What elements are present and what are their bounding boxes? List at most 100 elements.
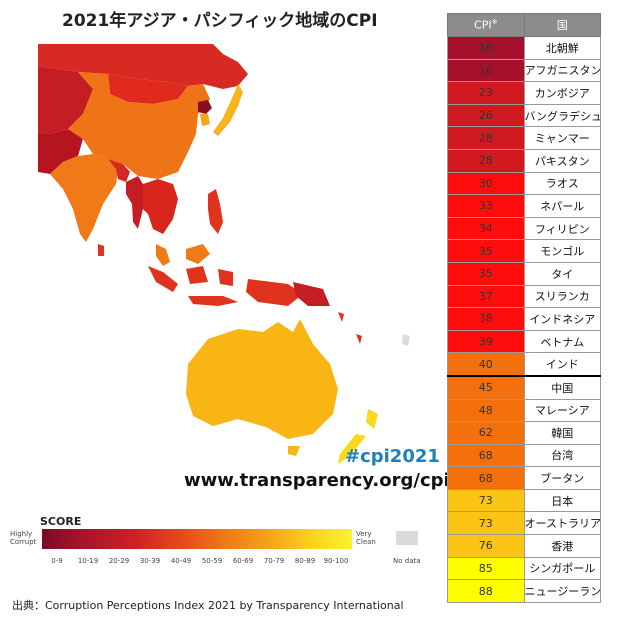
country-cell: 中国 (523, 374, 601, 400)
map-region-pakistan (38, 129, 83, 174)
country-cell: ミャンマー (523, 126, 601, 150)
legend-tick-label: 20-29 (108, 557, 130, 565)
map-region-new-zealand (338, 409, 378, 464)
table-row: 40 インド (447, 352, 601, 377)
legend-tick-label: 80-89 (294, 557, 316, 565)
cpi-score-cell: 85 (447, 556, 525, 581)
map-region-japan (213, 84, 243, 136)
cpi-score-cell: 16 (447, 36, 525, 60)
country-cell: スリランカ (523, 284, 601, 309)
table-row: 34 フィリピン (447, 216, 601, 241)
cpi-map (38, 44, 423, 512)
cpi-score-cell: 35 (447, 239, 525, 263)
map-region-russia (38, 44, 248, 89)
table-row: 35 タイ (447, 261, 601, 286)
map-region-south-korea (200, 114, 210, 126)
legend-tick-label: 40-49 (170, 557, 192, 565)
map-region-north-korea (198, 100, 212, 114)
legend-tick-label: 70-79 (263, 557, 285, 565)
country-cell: モンゴル (523, 239, 601, 263)
map-region-sri-lanka (98, 244, 104, 256)
table-row: 85 シンガポール (447, 556, 601, 581)
cpi-score-cell: 26 (447, 103, 525, 128)
cpi-score-cell: 35 (447, 261, 525, 286)
table-row: 16 アフガニスタン (447, 58, 601, 83)
website-label: www.transparency.org/cpi (184, 470, 450, 491)
country-cell: ブータン (523, 466, 601, 490)
legend-tick-label: 50-59 (201, 557, 223, 565)
country-cell: フィリピン (523, 216, 601, 241)
cpi-score-cell: 34 (447, 216, 525, 241)
table-row: 68 台湾 (447, 443, 601, 468)
legend-tick-label: 60-69 (232, 557, 254, 565)
header-cpi: CPI※ (447, 13, 525, 37)
country-cell: 北朝鮮 (523, 36, 601, 60)
table-row: 68 ブータン (447, 466, 601, 490)
table-row: 73 日本 (447, 488, 601, 513)
table-row: 30 ラオス (447, 171, 601, 196)
table-row: 62 韓国 (447, 421, 601, 445)
country-cell: 台湾 (523, 443, 601, 468)
country-cell: アフガニスタン (523, 58, 601, 83)
header-cpi-label: CPI (474, 18, 492, 32)
cpi-score-cell: 68 (447, 466, 525, 490)
table-row: 76 香港 (447, 534, 601, 558)
cpi-table: CPI※ 国 16 北朝鮮 16 アフガニスタン 23 カンボジア 26 バングラデシュ 28 ミ… (447, 13, 601, 603)
cpi-score-cell: 37 (447, 284, 525, 309)
table-row: 45 中国 (447, 374, 601, 400)
map-region-central-asia (38, 66, 93, 134)
cpi-score-cell: 62 (447, 421, 525, 445)
country-cell: オーストラリア (523, 511, 601, 536)
cpi-score-cell: 45 (447, 374, 525, 400)
country-cell: パキスタン (523, 148, 601, 173)
header-cpi-note: ※ (491, 18, 498, 27)
map-region-india (50, 154, 118, 242)
country-cell: 韓国 (523, 421, 601, 445)
cpi-score-cell: 73 (447, 511, 525, 536)
header-country: 国 (523, 13, 601, 37)
legend-low-label: Highly Corrupt (10, 530, 37, 546)
legend-color-bar (42, 529, 352, 549)
page-title: 2021年アジア・パシフィック地域のCPI (62, 11, 378, 31)
map-region-philippines (208, 189, 223, 234)
hashtag-label: #cpi2021 (345, 446, 440, 467)
country-cell: ベトナム (523, 329, 601, 354)
cpi-score-cell: 39 (447, 329, 525, 354)
legend-title: SCORE (40, 515, 82, 528)
cpi-score-cell: 48 (447, 398, 525, 423)
cpi-score-cell: 23 (447, 81, 525, 105)
table-row: 39 ベトナム (447, 329, 601, 354)
country-cell: 香港 (523, 534, 601, 558)
legend-tick-label: 90-100 (323, 557, 349, 565)
cpi-score-cell: 73 (447, 488, 525, 513)
map-region-indonesia (148, 266, 303, 306)
cpi-score-cell: 68 (447, 443, 525, 468)
cpi-score-cell: 28 (447, 126, 525, 150)
cpi-score-cell: 16 (447, 58, 525, 83)
map-region-indochina (143, 179, 178, 234)
legend-no-data-label: No data (393, 557, 421, 565)
cpi-score-cell: 33 (447, 194, 525, 218)
legend-high-label: Very Clean (356, 530, 376, 546)
source-note: 出典：Corruption Perceptions Index 2021 by … (12, 599, 404, 612)
legend-tick-label: 30-39 (139, 557, 161, 565)
country-cell: 日本 (523, 488, 601, 513)
country-cell: インド (523, 352, 601, 377)
map-region-china (68, 72, 210, 179)
table-row: 33 ネパール (447, 194, 601, 218)
country-cell: ラオス (523, 171, 601, 196)
table-row: 88ニュージーランド (447, 579, 601, 603)
map-region-mongolia (108, 74, 188, 104)
asia-pacific-map-svg (38, 44, 410, 464)
table-row: 48 マレーシア (447, 398, 601, 423)
score-legend: SCORE Highly Corrupt Very Clean No data … (10, 515, 421, 575)
country-cell: カンボジア (523, 81, 601, 105)
map-region-myanmar (126, 176, 146, 229)
country-cell: ネパール (523, 194, 601, 218)
cpi-score-cell: 30 (447, 171, 525, 196)
table-row: 23 カンボジア (447, 81, 601, 105)
map-region-no-data (402, 334, 410, 346)
table-row: 26 バングラデシュ (447, 103, 601, 128)
cpi-score-cell: 28 (447, 148, 525, 173)
table-row: 28 パキスタン (447, 148, 601, 173)
